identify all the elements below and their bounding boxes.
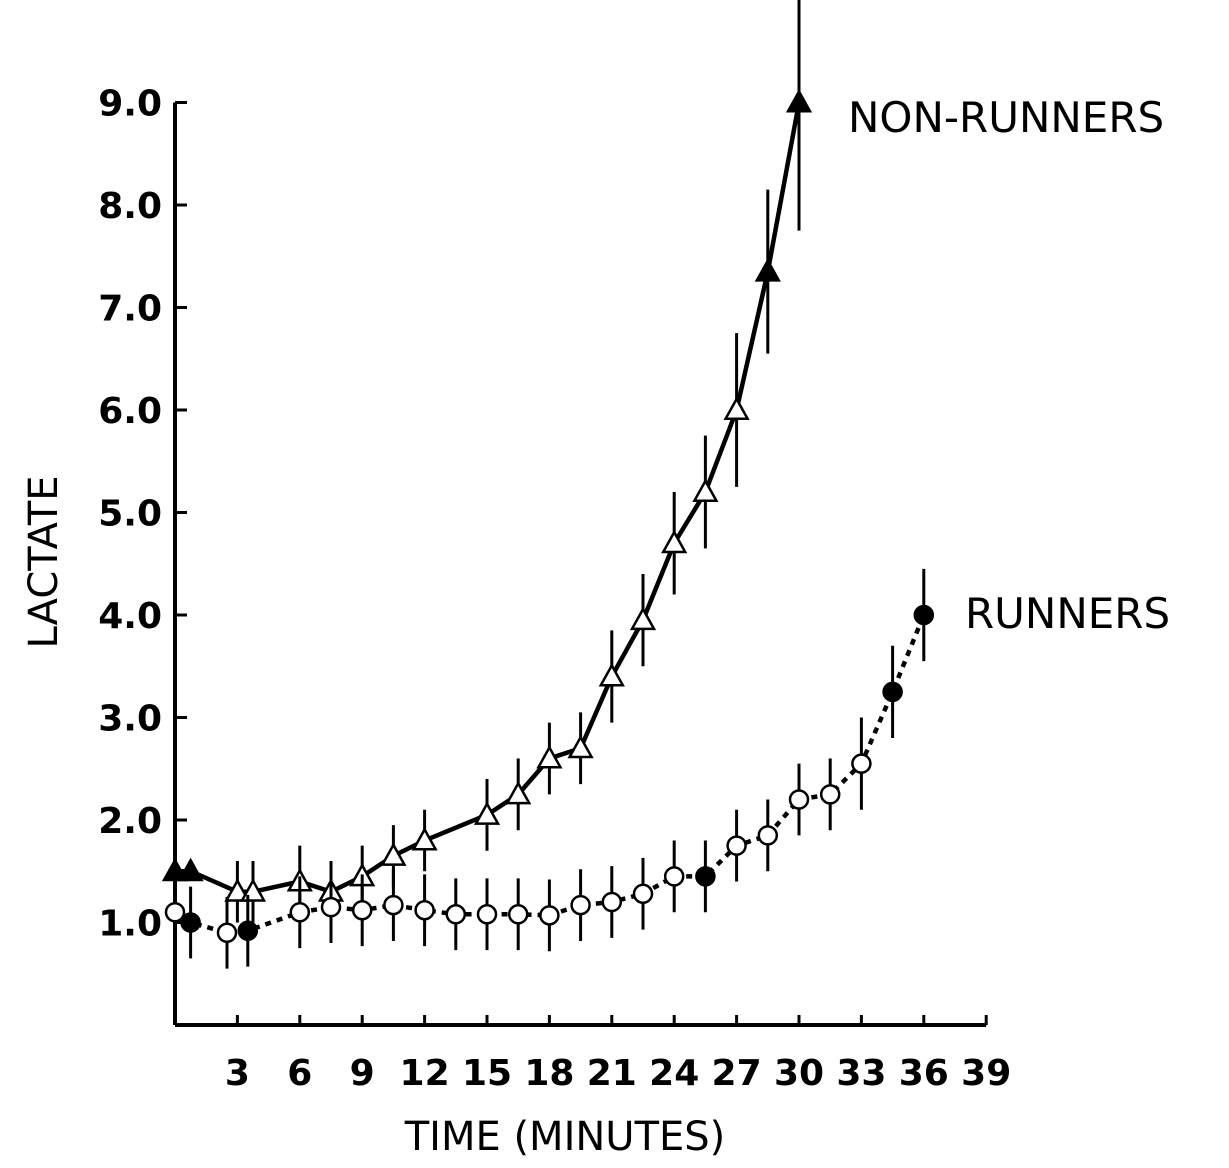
- data-point: [601, 891, 623, 913]
- x-axis-title: TIME (MINUTES): [404, 1114, 726, 1160]
- x-tick-label-15: 15: [462, 1053, 512, 1094]
- data-point: [411, 826, 438, 851]
- data-point: [380, 842, 407, 866]
- data-point: [476, 904, 498, 925]
- data-point: [695, 866, 716, 887]
- y-ticks: 1.0 2.0 3.0 4.0 5.0 6.0 7.0 8.0 9.0: [98, 84, 187, 945]
- y-tick-label-6: 6.0: [98, 391, 162, 432]
- series-label-non-runners: NON-RUNNERS: [848, 93, 1164, 142]
- x-ticks: 3 6 9 12 15 18 21 24 27 30 33 36 39: [225, 1015, 1011, 1094]
- data-point: [383, 894, 404, 916]
- data-point: [726, 835, 747, 856]
- data-point: [757, 825, 779, 846]
- data-point: [216, 922, 238, 943]
- data-point: [180, 912, 201, 933]
- x-tick-label-6: 6: [287, 1053, 312, 1094]
- data-point: [445, 904, 467, 925]
- x-tick-label-12: 12: [400, 1053, 450, 1094]
- data-point: [629, 606, 657, 631]
- data-point: [632, 883, 654, 905]
- data-point: [598, 662, 625, 687]
- data-point: [882, 681, 903, 703]
- series-label-runners: RUNNERS: [965, 589, 1170, 638]
- data-point: [567, 734, 594, 759]
- x-tick-label-3: 3: [225, 1053, 250, 1094]
- x-tick-label-36: 36: [899, 1053, 949, 1094]
- data-point: [414, 899, 435, 921]
- data-point: [819, 784, 841, 805]
- y-tick-label-8: 8.0: [98, 186, 162, 227]
- x-tick-label-18: 18: [524, 1053, 574, 1094]
- x-tick-label-39: 39: [961, 1053, 1011, 1094]
- data-point: [177, 857, 204, 882]
- data-point: [164, 902, 186, 923]
- data-point: [224, 878, 251, 902]
- data-point: [505, 780, 532, 805]
- data-point: [570, 894, 591, 916]
- data-point: [785, 88, 813, 113]
- data-point: [913, 604, 935, 626]
- data-point: [351, 899, 373, 921]
- data-point: [507, 904, 529, 925]
- x-tick-label-9: 9: [350, 1053, 375, 1094]
- y-tick-label-1: 1.0: [98, 904, 162, 945]
- series-runners: [164, 568, 935, 969]
- data-point: [473, 801, 501, 825]
- data-point: [723, 396, 750, 421]
- y-axis-title: LACTATE: [21, 475, 67, 648]
- y-tick-label-3: 3.0: [98, 699, 162, 740]
- data-point: [788, 789, 810, 810]
- data-point: [661, 529, 688, 554]
- data-point: [539, 905, 560, 926]
- data-point: [754, 258, 781, 282]
- data-point: [663, 866, 685, 887]
- y-tick-label-4: 4.0: [98, 596, 162, 637]
- data-point: [320, 896, 342, 918]
- y-tick-label-5: 5.0: [98, 494, 162, 535]
- data-point: [289, 902, 311, 923]
- y-tick-label-9: 9.0: [98, 84, 162, 125]
- x-tick-label-30: 30: [774, 1053, 824, 1094]
- y-tick-label-7: 7.0: [98, 289, 162, 330]
- data-point: [237, 920, 259, 941]
- x-tick-label-27: 27: [712, 1053, 762, 1094]
- y-tick-label-2: 2.0: [98, 801, 162, 842]
- data-point: [536, 744, 563, 769]
- data-point: [692, 478, 719, 503]
- x-tick-label-24: 24: [649, 1053, 699, 1094]
- series-non-runners: [161, 0, 813, 923]
- series-layer: [161, 0, 935, 969]
- data-point: [851, 753, 872, 774]
- x-tick-label-33: 33: [836, 1053, 886, 1094]
- x-tick-label-21: 21: [587, 1053, 637, 1094]
